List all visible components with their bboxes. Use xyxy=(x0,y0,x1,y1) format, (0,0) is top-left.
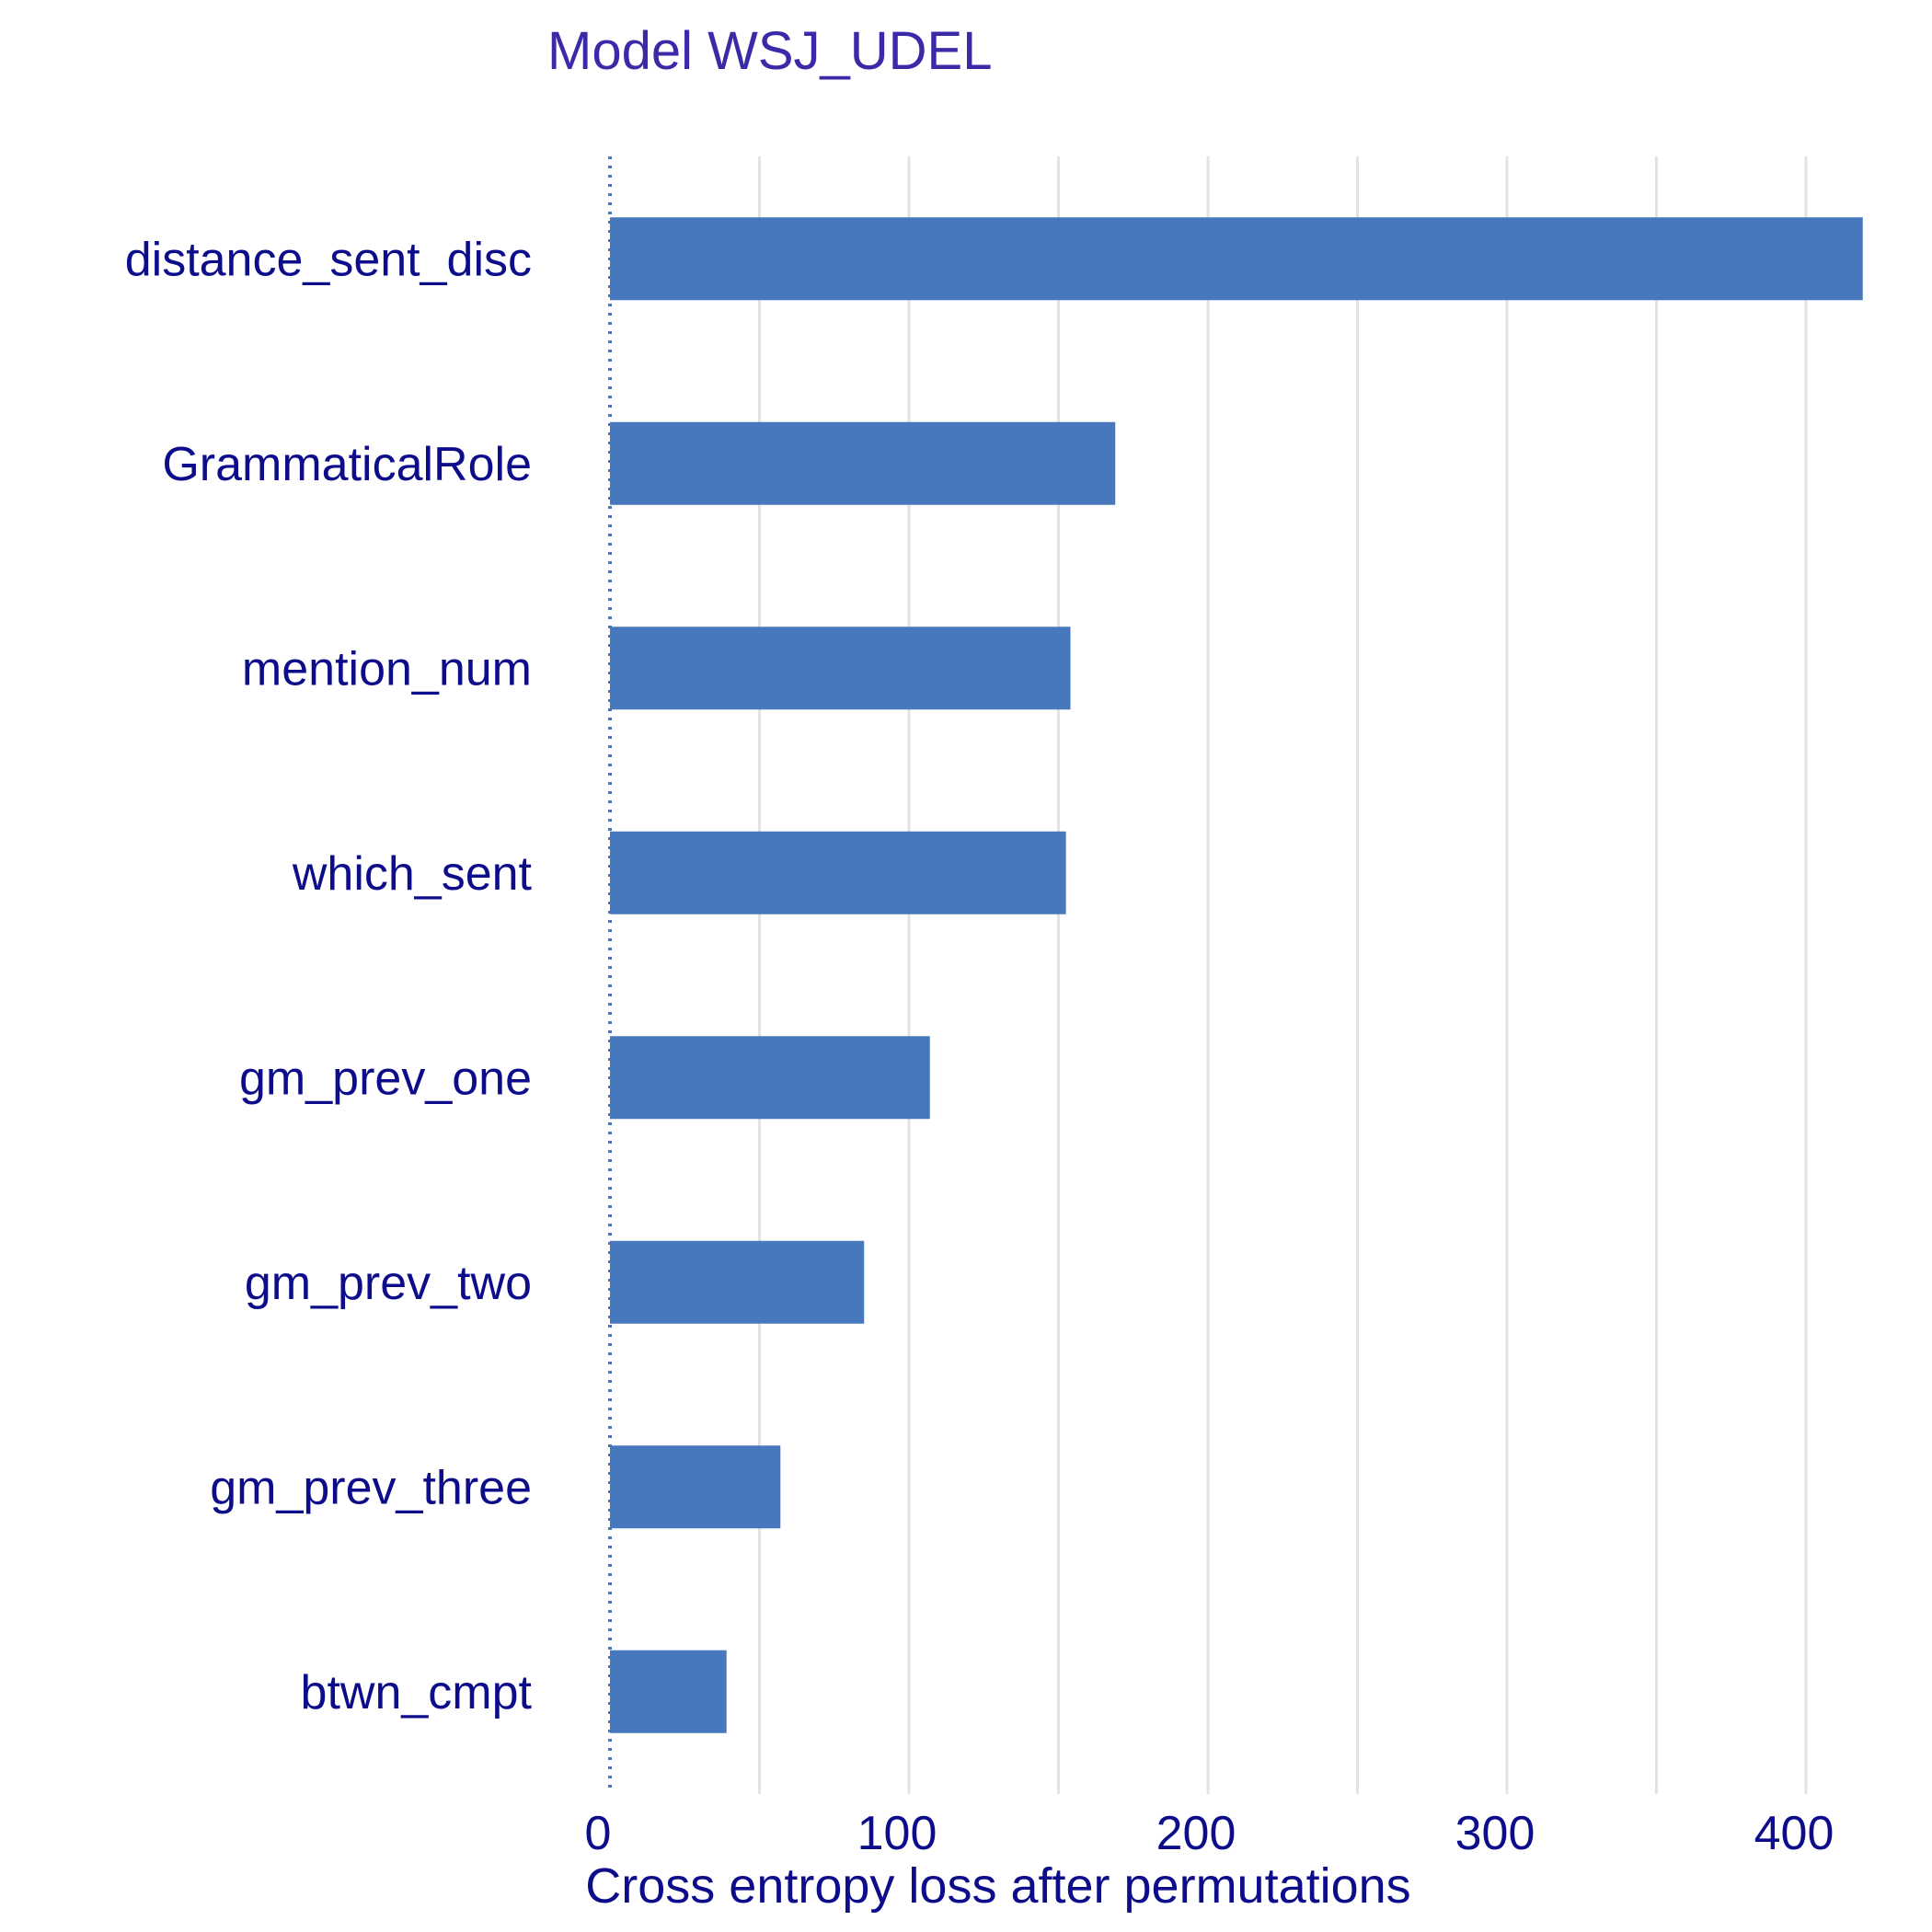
category-label: gm_prev_one xyxy=(239,1052,532,1105)
x-tick-labels: 0 100 200 300 400 xyxy=(585,1807,1834,1860)
category-label: mention_num xyxy=(242,642,532,696)
bar-which_sent xyxy=(610,831,1066,914)
gridlines xyxy=(758,156,1808,1794)
bar-mention_num xyxy=(610,627,1071,710)
category-label: which_sent xyxy=(292,847,533,901)
category-label: gm_prev_three xyxy=(210,1461,532,1514)
chart-title: Model WSJ_UDEL xyxy=(547,21,992,81)
category-labels: distance_sent_disc GrammaticalRole mention… xyxy=(125,233,533,1719)
bar-GrammaticalRole xyxy=(610,421,1116,505)
category-label: distance_sent_disc xyxy=(125,233,532,286)
x-axis-label: Cross entropy loss after permutations xyxy=(585,1858,1410,1914)
x-tick-label: 300 xyxy=(1455,1807,1535,1860)
bar-gm_prev_one xyxy=(610,1036,930,1120)
bar-gm_prev_three xyxy=(610,1445,781,1529)
category-label: btwn_cmpt xyxy=(301,1666,533,1719)
category-label: gm_prev_two xyxy=(245,1257,532,1310)
bar-gm_prev_two xyxy=(610,1240,865,1324)
x-tick-label: 100 xyxy=(857,1807,937,1860)
x-tick-label: 0 xyxy=(585,1807,612,1860)
x-tick-label: 200 xyxy=(1156,1807,1236,1860)
bars xyxy=(610,217,1863,1733)
x-tick-label: 400 xyxy=(1754,1807,1834,1860)
category-label: GrammaticalRole xyxy=(162,438,532,491)
bar-distance_sent_disc xyxy=(610,217,1863,301)
bar-btwn_cmpt xyxy=(610,1650,727,1733)
